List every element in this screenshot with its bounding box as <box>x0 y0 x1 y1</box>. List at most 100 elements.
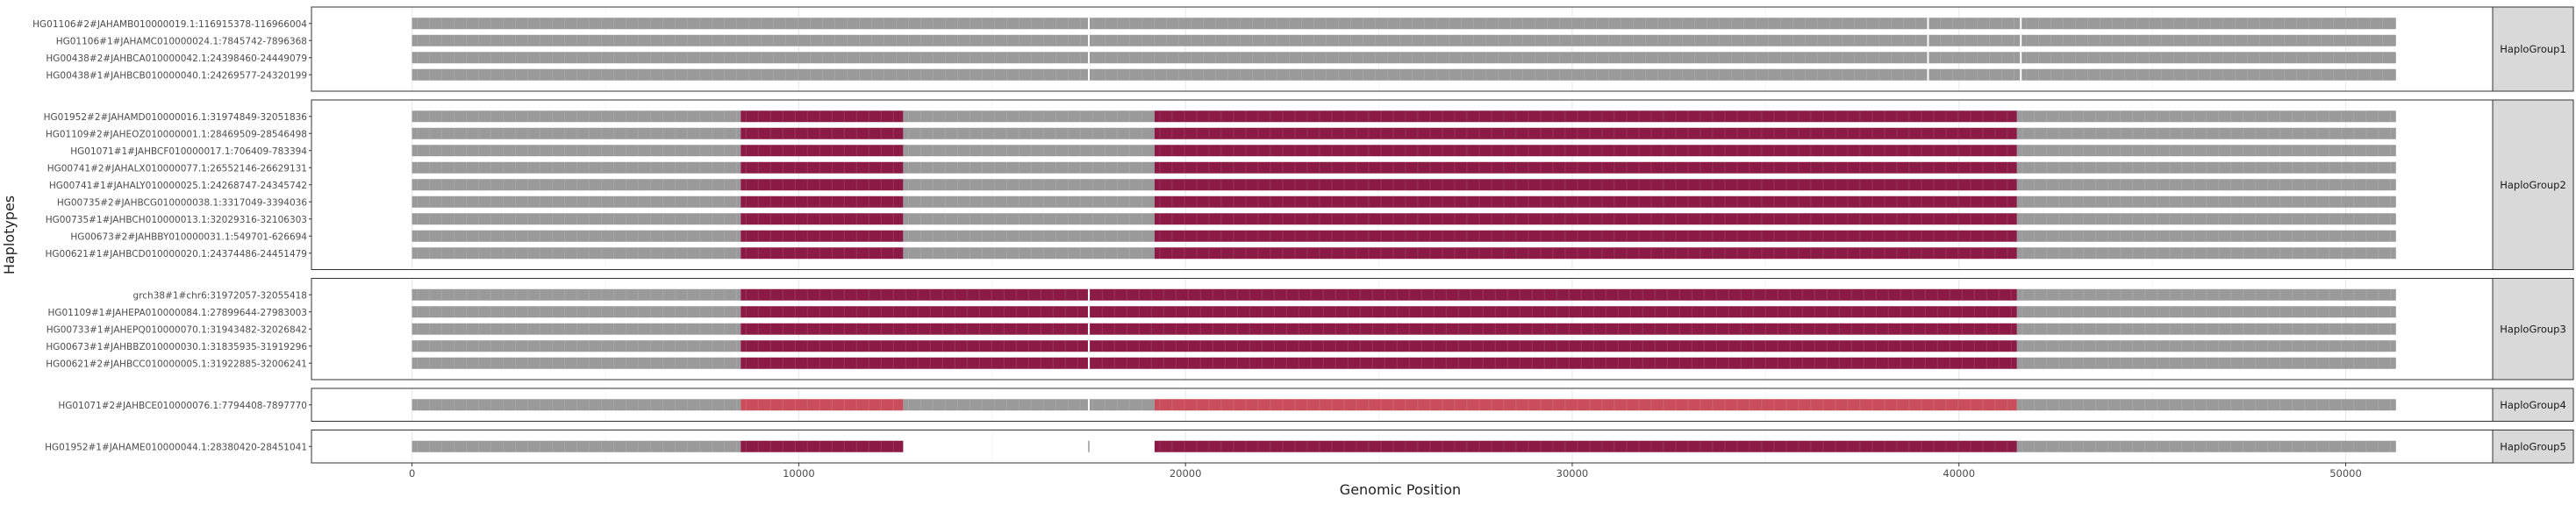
haplotype-row: HG00673#1#JAHBBZ010000030.1:31835935-319… <box>46 340 2396 352</box>
segment-bar <box>741 196 904 208</box>
segment-bar <box>903 161 1155 174</box>
segment-bar <box>903 145 1155 157</box>
segment-bar <box>741 399 904 411</box>
x-tick-label: 40000 <box>1943 467 1975 480</box>
haplotype-label: HG01952#2#JAHAMD010000016.1:31974849-320… <box>44 112 308 123</box>
segment-bar <box>741 161 904 174</box>
segment-bar <box>411 145 741 157</box>
haplotype-row: HG00741#2#JAHALX010000077.1:26552146-266… <box>47 161 2396 174</box>
segment-bar <box>1154 161 2017 174</box>
segment-bar <box>2016 323 2396 335</box>
segment-bar <box>903 247 1155 260</box>
segment-bar <box>741 127 904 139</box>
segment-bar <box>1154 399 2017 411</box>
segment-bar <box>741 440 904 452</box>
haplotype-label: HG00741#1#JAHALY010000025.1:24268747-243… <box>49 181 307 191</box>
haplotype-label: HG00735#1#JAHBCH010000013.1:32029316-321… <box>46 215 307 225</box>
haplotype-row: HG01071#2#JAHBCE010000076.1:7794408-7897… <box>58 399 2396 411</box>
segment-bar <box>1154 145 2017 157</box>
segment-bar <box>741 213 904 225</box>
x-axis-title: Genomic Position <box>1340 481 1461 498</box>
facet-strip <box>2492 99 2574 270</box>
facet-strip <box>2492 388 2574 422</box>
haplotype-row: HG00735#2#JAHBCG010000038.1:3317049-3394… <box>57 196 2396 208</box>
segment-bar <box>411 247 741 260</box>
facet-strip <box>2492 6 2574 92</box>
panel-haplogroup3: grch38#1#chr6:31972057-32055418 HG01109#1… <box>46 278 2574 380</box>
segment-bar <box>741 247 904 260</box>
haplotype-row: HG01106#2#JAHAMB010000019.1:116915378-11… <box>32 18 2396 30</box>
segment-bar <box>2016 110 2396 123</box>
segment-bar <box>411 399 741 411</box>
panel-haplogroup2: HG01952#2#JAHAMD010000016.1:31974849-320… <box>44 99 2574 270</box>
segment-bar <box>1154 179 2017 191</box>
haplotype-label: HG01109#1#JAHEPA010000084.1:27899644-279… <box>47 308 307 318</box>
haplotype-row: HG00438#2#JAHBCA010000042.1:24398460-244… <box>46 52 2396 64</box>
x-tick-label: 10000 <box>783 467 815 480</box>
segment-bar <box>1154 247 2017 260</box>
segment-bar <box>1154 196 2017 208</box>
segment-bar <box>741 323 2017 335</box>
haplotype-label: HG00438#1#JAHBCB010000040.1:24269577-243… <box>46 70 307 81</box>
segment-bar <box>741 230 904 242</box>
panels-layer: HG01106#2#JAHAMB010000019.1:116915378-11… <box>32 6 2574 464</box>
segment-bar <box>2016 247 2396 260</box>
haplotype-row: HG01952#2#JAHAMD010000016.1:31974849-320… <box>44 110 2396 123</box>
segment-bar <box>411 440 741 452</box>
segment-bar <box>411 161 741 174</box>
haplotype-row: HG01109#2#JAHEOZ010000001.1:28469509-285… <box>46 127 2396 139</box>
haplotype-row: HG01109#1#JAHEPA010000084.1:27899644-279… <box>47 306 2396 318</box>
haplotype-label: HG01106#1#JAHAMC010000024.1:7845742-7896… <box>56 36 307 46</box>
segment-bar <box>741 340 2017 352</box>
segment-bar <box>2016 145 2396 157</box>
segment-bar <box>741 145 904 157</box>
segment-bar <box>903 399 1155 411</box>
haplotype-label: HG01071#2#JAHBCE010000076.1:7794408-7897… <box>58 401 307 411</box>
haplotype-row: grch38#1#chr6:31972057-32055418 <box>133 288 2396 301</box>
facet-strip <box>2492 430 2574 464</box>
segment-bar <box>1154 110 2017 123</box>
facet-strip-label: HaploGroup4 <box>2500 399 2566 411</box>
segment-bar <box>2016 306 2396 318</box>
segment-bar <box>411 34 2396 46</box>
segment-bar <box>2016 196 2396 208</box>
segment-bar <box>411 52 2396 64</box>
panel-haplogroup1: HG01106#2#JAHAMB010000019.1:116915378-11… <box>32 6 2574 92</box>
haplotype-label: HG00621#1#JAHBCD010000020.1:24374486-244… <box>46 249 308 260</box>
facet-strip <box>2492 278 2574 380</box>
haplotype-row: HG00621#2#JAHBCC010000005.1:31922885-320… <box>46 357 2396 369</box>
haplotype-label: HG00673#1#JAHBBZ010000030.1:31835935-319… <box>46 342 307 352</box>
haplotype-row: HG01106#1#JAHAMC010000024.1:7845742-7896… <box>56 34 2396 46</box>
segment-bar <box>1154 230 2017 242</box>
segment-bar <box>2016 288 2396 301</box>
haplotype-label: HG00733#1#JAHEPQ010000070.1:31943482-320… <box>47 324 307 335</box>
panel-haplogroup5: HG01952#1#JAHAME010000044.1:28380420-284… <box>45 430 2574 464</box>
haplotype-label: grch38#1#chr6:31972057-32055418 <box>133 290 307 301</box>
segment-bar <box>741 288 2017 301</box>
x-axis: 0 10000 20000 30000 40000 50000 <box>409 463 2362 480</box>
segment-bar <box>2016 340 2396 352</box>
segment-bar <box>741 357 2017 369</box>
segment-bar <box>903 127 1155 139</box>
segment-bar <box>2016 213 2396 225</box>
segment-bar <box>411 179 741 191</box>
facet-strip-label: HaploGroup2 <box>2500 179 2566 191</box>
haplotype-label: HG01952#1#JAHAME010000044.1:28380420-284… <box>45 442 307 452</box>
segment-bar <box>411 18 2396 30</box>
haplotype-label: HG00741#2#JAHALX010000077.1:26552146-266… <box>47 163 307 174</box>
haplotype-label: HG00621#2#JAHBCC010000005.1:31922885-320… <box>46 359 307 369</box>
haplotype-row: HG00735#1#JAHBCH010000013.1:32029316-321… <box>46 213 2396 225</box>
haplotype-row: HG00733#1#JAHEPQ010000070.1:31943482-320… <box>47 323 2396 335</box>
x-tick-label: 50000 <box>2329 467 2362 480</box>
haplotype-label: HG01071#1#JAHBCF010000017.1:706409-78339… <box>70 146 307 157</box>
segment-bar <box>2016 179 2396 191</box>
facet-strip-label: HaploGroup1 <box>2500 43 2566 55</box>
segment-bar <box>411 288 741 301</box>
haplotype-label: HG01106#2#JAHAMB010000019.1:116915378-11… <box>32 19 307 30</box>
segment-bar <box>1154 213 2017 225</box>
panel-haplogroup4: HG01071#2#JAHBCE010000076.1:7794408-7897… <box>58 388 2574 422</box>
segment-bar <box>411 230 741 242</box>
haplotype-label: HG00673#2#JAHBBY010000031.1:549701-62669… <box>70 231 307 242</box>
segment-bar <box>411 196 741 208</box>
